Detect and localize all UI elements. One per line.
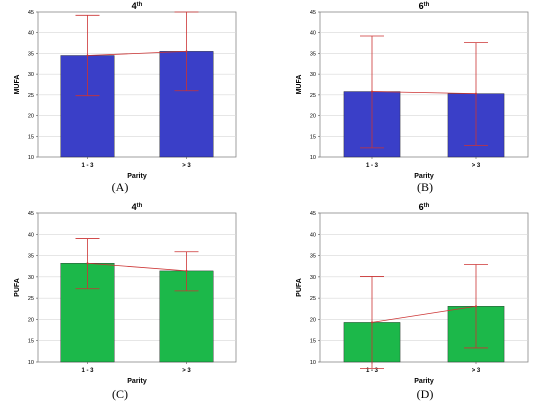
mean-point: [371, 321, 373, 324]
chart-panel-1: 10 15 20 25 30 35 40 45 1 - 3 > 3 4th Parity MUFA: [14, 1, 237, 180]
y-tick-label: 35: [28, 254, 34, 260]
y-tick-label: 15: [310, 134, 316, 140]
x-tick-label: > 3: [472, 368, 481, 374]
y-tick-label: 30: [310, 275, 316, 281]
y-axis-label: PUFA: [296, 278, 303, 297]
y-tick-label: 20: [28, 317, 34, 323]
chart-title-number: 6: [419, 202, 424, 212]
y-tick-label: 25: [310, 296, 316, 302]
chart-title: 4th: [132, 1, 143, 11]
mean-line: [371, 91, 477, 95]
mean-point: [371, 90, 373, 93]
x-tick-label: > 3: [472, 163, 481, 169]
y-tick-label: 30: [310, 72, 316, 78]
y-tick-label: 45: [310, 10, 316, 16]
mean-line: [87, 262, 187, 272]
x-tick-label: 1 - 3: [81, 368, 94, 374]
y-tick-label: 40: [310, 31, 316, 37]
y-tick-label: 45: [28, 211, 34, 217]
mean-point: [86, 262, 89, 265]
panel-label: (C): [112, 387, 128, 401]
chart-title-number: 4: [132, 1, 137, 11]
y-tick-label: 40: [310, 232, 316, 238]
y-tick-label: 35: [28, 51, 34, 57]
chart-title: 6th: [419, 1, 430, 11]
y-tick-label: 40: [28, 232, 34, 238]
chart-title-superscript: th: [137, 2, 143, 8]
y-tick-label: 15: [28, 339, 34, 345]
x-tick-label: > 3: [182, 163, 191, 169]
x-axis-label: Parity: [414, 173, 434, 180]
y-tick-label: 45: [28, 10, 34, 16]
mean-point: [475, 92, 477, 95]
y-axis-label: MUFA: [296, 75, 303, 95]
chart-panel-3: 10 15 20 25 30 35 40 45 1 - 3 > 3 4th Parity PUFA: [14, 202, 237, 385]
y-tick-label: 10: [28, 360, 34, 366]
y-tick-label: 40: [28, 31, 34, 37]
mean-point: [475, 305, 477, 308]
y-tick-label: 30: [28, 275, 34, 281]
x-axis-label: Parity: [414, 378, 434, 385]
x-tick-label: > 3: [182, 368, 191, 374]
y-axis-label: MUFA: [14, 75, 21, 95]
y-tick-label: 35: [310, 51, 316, 57]
x-tick-label: 1 - 3: [366, 368, 379, 374]
chart-title: 6th: [419, 202, 430, 212]
x-tick-label: 1 - 3: [81, 163, 94, 169]
panel-label: (D): [417, 387, 434, 401]
chart-title-superscript: th: [137, 203, 143, 209]
y-tick-label: 20: [28, 114, 34, 120]
y-axis-label: PUFA: [14, 278, 21, 297]
chart-title-superscript: th: [424, 2, 430, 8]
y-tick-label: 25: [28, 93, 34, 99]
y-tick-label: 35: [310, 254, 316, 260]
mean-line: [87, 50, 187, 56]
x-axis-label: Parity: [127, 378, 147, 385]
x-tick-label: 1 - 3: [366, 163, 379, 169]
x-axis-label: Parity: [127, 173, 147, 180]
panel-label: (A): [112, 180, 129, 194]
chart-title-superscript: th: [424, 203, 430, 209]
mean-line: [371, 305, 477, 323]
y-tick-label: 10: [310, 155, 316, 161]
y-tick-label: 20: [310, 114, 316, 120]
y-tick-label: 10: [28, 155, 34, 161]
y-tick-label: 10: [310, 360, 316, 366]
panel-label: (B): [417, 180, 433, 194]
y-tick-label: 15: [310, 339, 316, 345]
y-tick-label: 20: [310, 317, 316, 323]
mean-point: [185, 50, 188, 53]
y-tick-label: 25: [310, 93, 316, 99]
mean-point: [185, 269, 188, 272]
chart-panel-2: 10 15 20 25 30 35 40 45 1 - 3 > 3 6th Parity MUFA: [296, 1, 529, 180]
chart-title: 4th: [132, 202, 143, 212]
y-tick-label: 15: [28, 134, 34, 140]
chart-title-number: 6: [419, 1, 424, 11]
chart-panel-4: 10 15 20 25 30 35 40 45 1 - 3 > 3 6th Parity PUFA: [296, 202, 529, 385]
mean-point: [86, 54, 89, 57]
y-tick-label: 25: [28, 296, 34, 302]
y-tick-label: 45: [310, 211, 316, 217]
y-tick-label: 30: [28, 72, 34, 78]
chart-title-number: 4: [132, 202, 137, 212]
